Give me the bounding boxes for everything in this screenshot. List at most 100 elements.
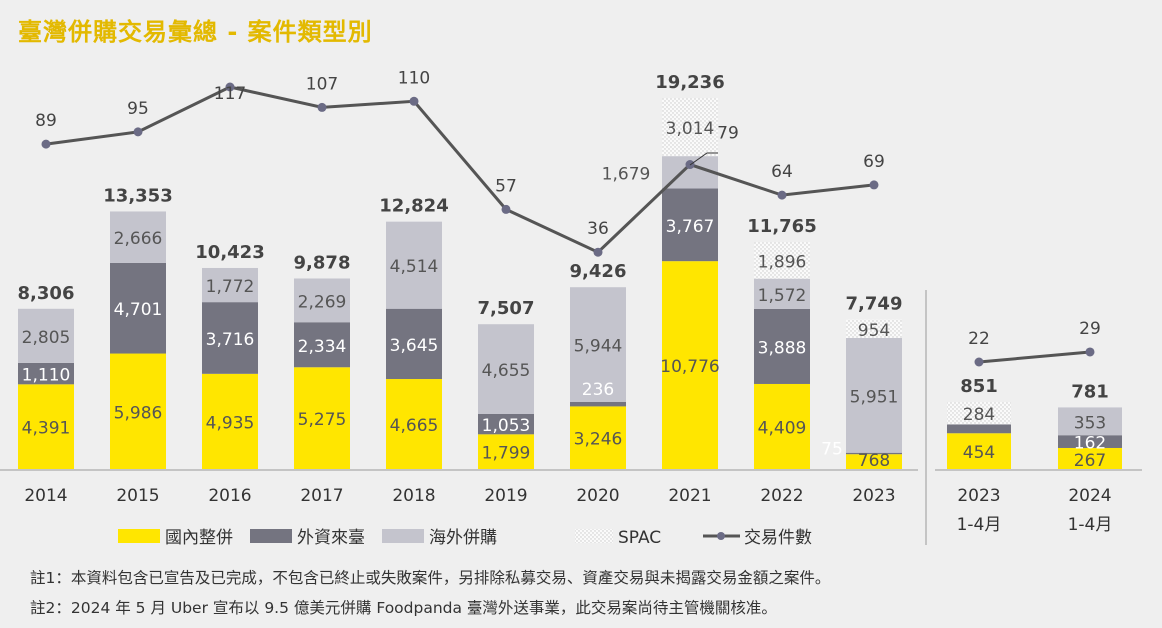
total-label: 10,423 [195,242,264,263]
count-marker [1085,347,1095,357]
data-label-outbound: 2,666 [114,229,163,249]
data-label-domestic: 5,986 [114,403,163,423]
data-label-inbound: 3,767 [666,217,715,237]
total-label: 851 [960,376,998,397]
x-tick-label: 2021 [668,486,711,506]
bar-domestic [478,434,534,469]
legend-label-outbound: 海外併購 [429,528,497,548]
x-tick-label: 2019 [484,486,527,506]
data-label-outbound: 4,514 [390,257,439,277]
data-label-inbound: 3,645 [390,336,439,356]
x-tick-label: 2017 [300,486,343,506]
bar-inbound [294,322,350,368]
bar-outbound [386,221,442,309]
total-label: 7,507 [478,298,535,319]
x-tick-label: 1-4月 [1068,515,1113,535]
data-label-domestic: 3,246 [574,430,623,450]
bar-domestic [18,384,74,469]
data-label-spac: 954 [858,321,890,341]
data-label-outbound: 1,572 [758,286,807,306]
x-tick-label: 2020 [576,486,619,506]
bar-inbound [386,308,442,380]
bar-outbound [754,278,810,309]
data-label-domestic: 267 [1074,451,1106,471]
data-label-domestic: 4,665 [390,416,439,436]
count-label: 89 [35,111,57,131]
data-label-outbound: 4,655 [482,361,531,381]
count-label: 107 [306,74,338,94]
bar-domestic [754,383,810,469]
bar-domestic [1058,447,1122,469]
data-label-inbound: 236 [582,380,614,400]
data-label-spac: 284 [963,405,995,425]
bar-inbound [1058,435,1122,448]
data-label-domestic: 1,799 [482,444,531,464]
legend-swatch-inbound [250,529,292,543]
bar-inbound [110,262,166,354]
bar-domestic [846,454,902,469]
total-label: 7,749 [846,294,903,315]
x-tick-label: 2015 [116,486,159,506]
bar-inbound [478,413,534,435]
data-label-spac: 1,896 [758,252,807,272]
data-label-inbound: 1,110 [22,366,71,386]
data-label-outbound: 1,772 [206,277,255,297]
bar-outbound [1058,407,1122,436]
data-label-inbound: 2,334 [298,337,347,357]
total-label: 9,878 [294,252,351,273]
total-label: 781 [1071,381,1109,402]
total-label: 8,306 [18,283,75,304]
bar-inbound [18,362,74,385]
data-label-domestic: 4,391 [22,419,71,439]
count-label: 29 [1079,319,1101,339]
x-tick-label: 2022 [760,486,803,506]
data-label-outbound: 353 [1074,413,1106,433]
count-label: 117 [214,84,246,104]
data-label-domestic: 10,776 [660,357,719,377]
bar-domestic [662,261,718,469]
count-label: 64 [771,162,793,182]
count-label: 79 [717,124,739,144]
data-label-outbound: 5,944 [574,337,623,357]
count-label: 110 [398,68,430,88]
bar-outbound [110,211,166,263]
legend-swatch-spac [575,529,613,543]
bar-outbound [570,287,626,402]
count-marker [593,247,603,257]
x-tick-label: 2023 [957,486,1000,506]
legend-label-line: 交易件數 [744,528,812,548]
data-label-domestic: 4,935 [206,413,255,433]
bar-domestic [202,373,258,469]
legend-label-spac: SPAC [618,528,661,548]
bar-domestic [110,353,166,469]
x-tick-label: 1-4月 [957,515,1002,535]
data-label-inbound: 4,701 [114,300,163,320]
count-label: 57 [495,176,517,196]
bar-spac [947,402,1011,425]
bar-spac [662,98,718,157]
footnote-1: 註1：本資料包含已宣告及已完成，不包含已終止或失敗案件，另排除私募交易、資產交易… [30,569,831,587]
bar-outbound [294,278,350,323]
x-tick-label: 2014 [24,486,67,506]
legend-swatch-outbound [382,529,424,543]
bar-inbound [202,302,258,374]
count-marker [777,190,787,200]
bar-domestic [947,433,1011,469]
count-label: 22 [968,329,990,349]
bar-domestic [386,379,442,469]
bar-inbound [846,452,902,455]
data-label-outbound: 2,805 [22,328,71,348]
count-marker [225,82,235,92]
count-line [45,85,875,255]
total-label: 9,426 [570,261,627,282]
legend-label-inbound: 外資來臺 [297,528,365,548]
x-tick-label: 2018 [392,486,435,506]
x-tick-label: 2023 [852,486,895,506]
data-label-inbound: 162 [1074,434,1106,454]
x-tick-label: 2016 [208,486,251,506]
data-label-inbound: 3,888 [758,338,807,358]
bar-inbound [947,424,1011,434]
data-label-inbound: 75 [821,439,843,459]
bar-domestic [294,367,350,469]
